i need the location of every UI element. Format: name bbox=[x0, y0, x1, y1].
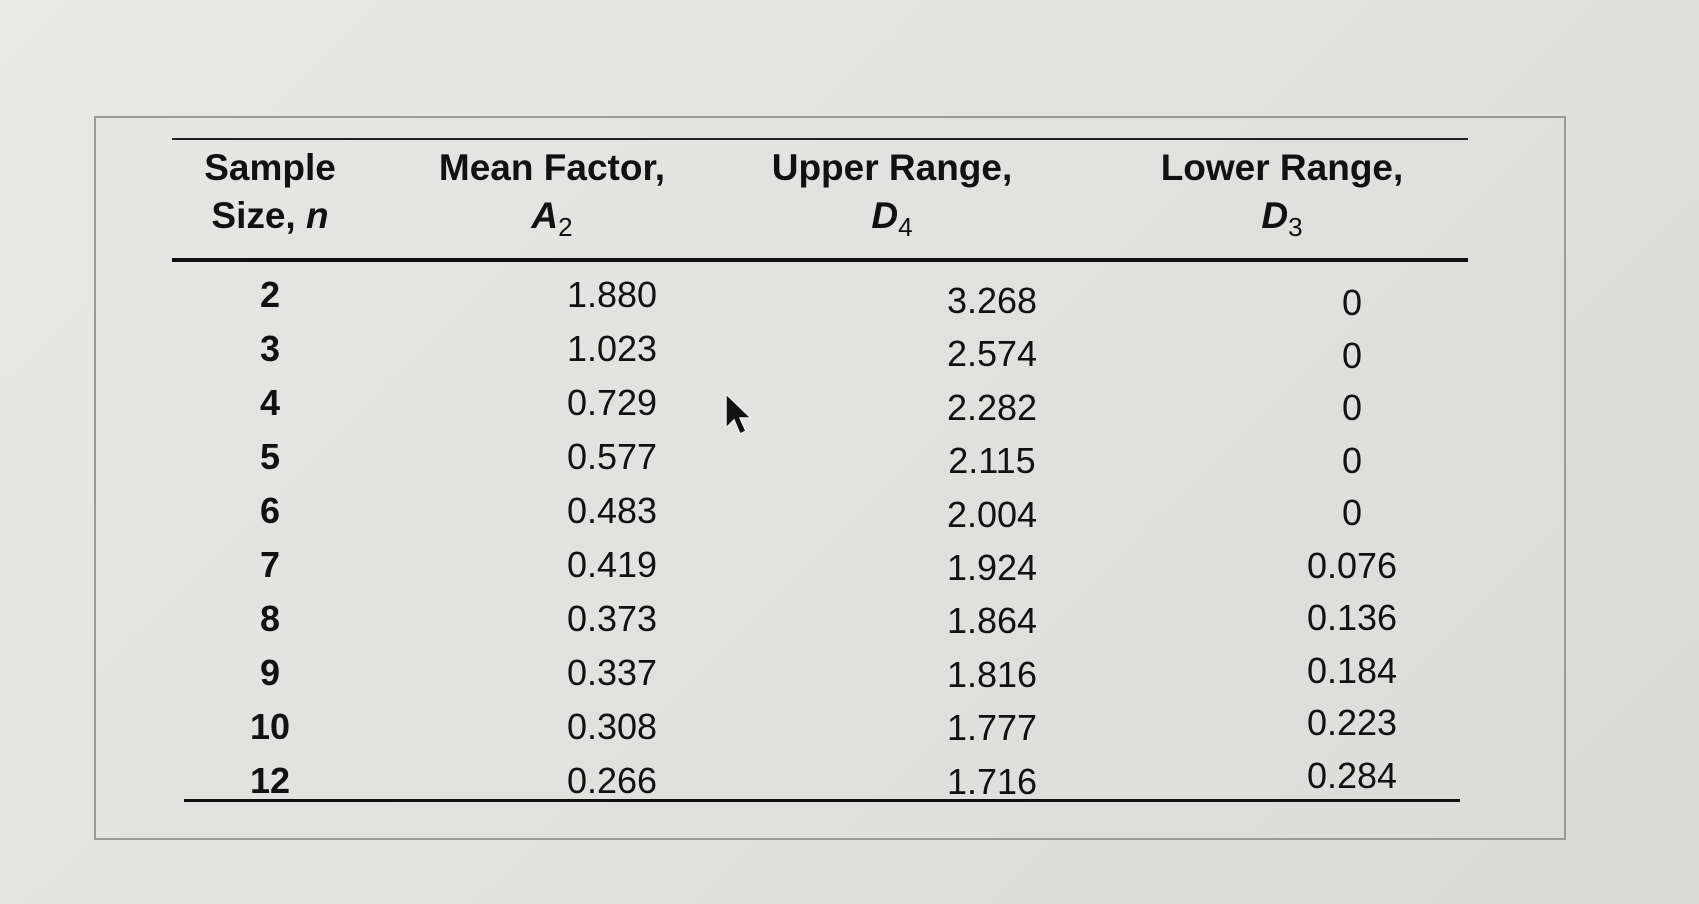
sample-size-cell: 3 bbox=[259, 328, 281, 369]
header-line1: Upper Range, bbox=[771, 147, 1013, 188]
table-row: 6 0.483 2.004 0 bbox=[172, 484, 1468, 538]
lower-range-cell: 0.136 bbox=[1306, 597, 1398, 638]
mean-factor-cell: 0.308 bbox=[566, 706, 658, 747]
lower-range-cell: 0 bbox=[1341, 334, 1363, 376]
upper-range-cell: 1.716 bbox=[946, 760, 1038, 802]
table-row: 4 0.729 2.282 0 bbox=[172, 376, 1468, 430]
header-line1: Lower Range, bbox=[1160, 147, 1404, 188]
lower-range-cell: 0 bbox=[1341, 439, 1363, 481]
lower-range-cell: 0 bbox=[1341, 282, 1363, 323]
lower-range-cell: 0 bbox=[1341, 492, 1363, 533]
header-subscript: 3 bbox=[1288, 212, 1303, 242]
table-row: 3 1.023 2.574 0 bbox=[172, 322, 1468, 376]
table-row: 8 0.373 1.864 0.136 bbox=[172, 592, 1468, 646]
upper-range-cell: 1.777 bbox=[946, 707, 1038, 749]
sample-size-cell: 9 bbox=[259, 652, 281, 693]
mean-factor-cell: 0.266 bbox=[566, 760, 658, 801]
lower-range-cell: 0.223 bbox=[1306, 702, 1398, 743]
header-upper-range: Upper Range, D4 bbox=[732, 144, 1052, 251]
sample-size-cell: 12 bbox=[249, 760, 291, 801]
header-line1: Mean Factor, bbox=[438, 147, 666, 188]
sample-size-cell: 2 bbox=[259, 274, 281, 315]
mean-factor-cell: 1.023 bbox=[566, 328, 658, 369]
table-frame bbox=[94, 116, 1566, 840]
header-symbol: D4 bbox=[871, 195, 913, 242]
sample-size-cell: 8 bbox=[259, 598, 281, 639]
lower-range-cell: 0.184 bbox=[1306, 649, 1398, 691]
header-subscript: 4 bbox=[898, 212, 913, 242]
mean-factor-cell: 1.880 bbox=[566, 274, 658, 315]
upper-range-cell: 1.864 bbox=[946, 600, 1038, 642]
header-line2: A2 bbox=[402, 192, 702, 251]
table-header-rule bbox=[172, 258, 1468, 262]
header-line2: Size, n bbox=[172, 192, 368, 240]
mean-factor-cell: 0.483 bbox=[566, 490, 658, 531]
lower-range-cell: 0 bbox=[1341, 387, 1363, 428]
upper-range-cell: 1.816 bbox=[946, 653, 1038, 695]
table-top-rule bbox=[172, 138, 1468, 140]
upper-range-cell: 2.574 bbox=[946, 333, 1038, 375]
upper-range-cell: 1.924 bbox=[946, 547, 1038, 588]
mean-factor-cell: 0.419 bbox=[566, 544, 658, 585]
table-row: 12 0.266 1.716 0.284 bbox=[172, 754, 1468, 808]
lower-range-cell: 0.284 bbox=[1306, 754, 1398, 796]
header-sample-size: Sample Size, n bbox=[172, 144, 368, 240]
header-line2: D4 bbox=[732, 192, 1052, 251]
sample-size-cell: 4 bbox=[259, 382, 281, 423]
mean-factor-cell: 0.337 bbox=[566, 652, 658, 693]
upper-range-cell: 2.115 bbox=[948, 440, 1036, 482]
table-bottom-rule bbox=[184, 799, 1460, 802]
header-subscript: 2 bbox=[558, 212, 573, 242]
table-row: 7 0.419 1.924 0.076 bbox=[172, 538, 1468, 592]
header-line2: D3 bbox=[1132, 192, 1432, 251]
upper-range-cell: 2.282 bbox=[946, 386, 1038, 428]
upper-range-cell: 2.004 bbox=[946, 493, 1038, 535]
mean-factor-cell: 0.729 bbox=[566, 382, 658, 423]
mean-factor-cell: 0.577 bbox=[566, 436, 658, 477]
lower-range-cell: 0.076 bbox=[1306, 544, 1398, 586]
sample-size-cell: 5 bbox=[259, 436, 281, 477]
table-row: 9 0.337 1.816 0.184 bbox=[172, 646, 1468, 700]
table-row: 10 0.308 1.777 0.223 bbox=[172, 700, 1468, 754]
sample-size-cell: 10 bbox=[249, 706, 291, 747]
table-body: 2 1.880 3.268 0 3 1.023 2.574 0 4 0.729 2.282 0 5 0.5… bbox=[172, 268, 1468, 808]
mean-factor-cell: 0.373 bbox=[566, 598, 658, 639]
header-line2-text: Size, bbox=[211, 195, 306, 236]
header-symbol: n bbox=[306, 195, 329, 236]
table-row: 5 0.577 2.115 0 bbox=[172, 430, 1468, 484]
table-row: 2 1.880 3.268 0 bbox=[172, 268, 1468, 323]
header-lower-range: Lower Range, D3 bbox=[1132, 144, 1432, 251]
header-line1: Sample bbox=[204, 147, 336, 188]
mouse-pointer-icon bbox=[724, 392, 754, 441]
sample-size-cell: 6 bbox=[259, 490, 281, 531]
sample-size-cell: 7 bbox=[259, 544, 281, 585]
header-symbol: D3 bbox=[1261, 195, 1303, 242]
upper-range-cell: 3.268 bbox=[946, 280, 1038, 321]
header-symbol: A2 bbox=[531, 195, 573, 242]
header-mean-factor: Mean Factor, A2 bbox=[402, 144, 702, 251]
